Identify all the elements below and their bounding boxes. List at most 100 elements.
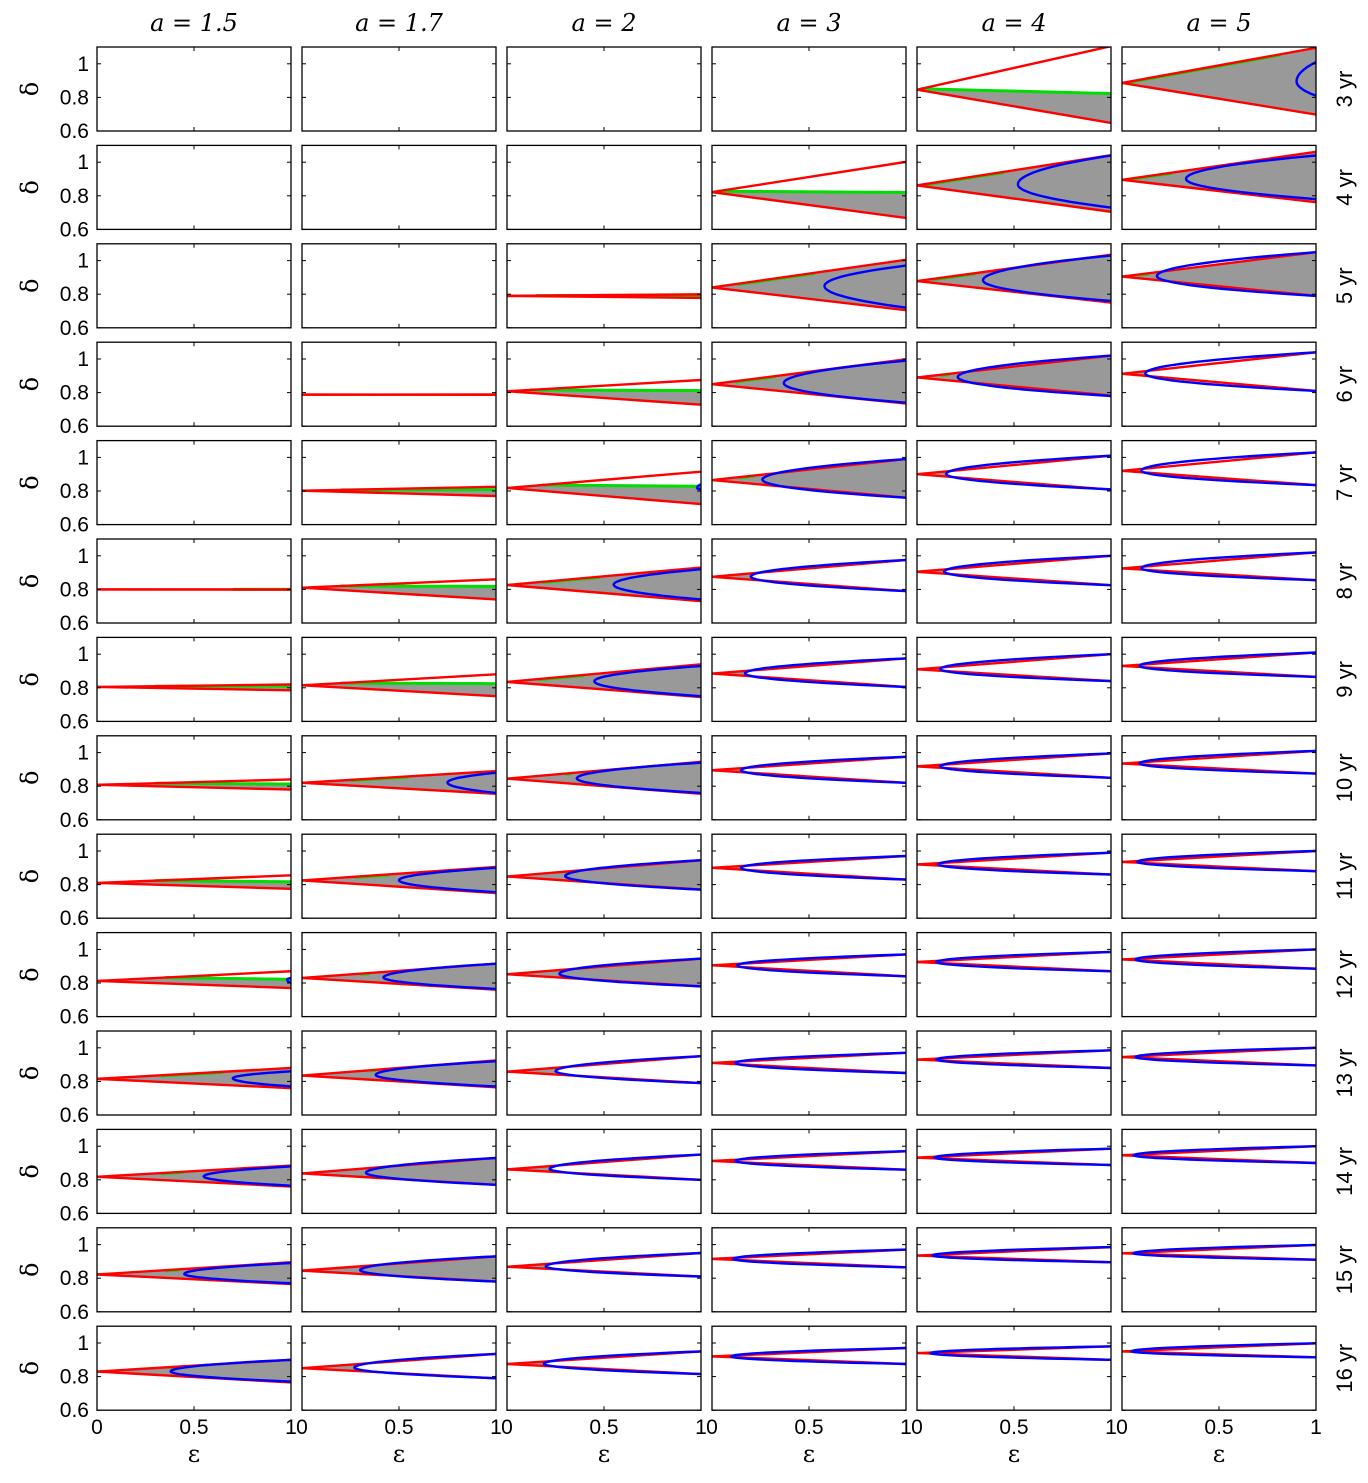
y-tick-label: 0.8 <box>60 972 89 995</box>
lower-boundary <box>917 376 1111 397</box>
plot-area <box>712 755 906 785</box>
blue-curve <box>169 1358 291 1383</box>
blue-curve <box>928 1345 1111 1361</box>
x-axes: 0 0.5 1 ε 0 0.5 1 ε 0 0.5 1 ε 0 0.5 1 ε 0 0.5 1 ε 0 0.5 1 ε <box>91 1416 1322 1468</box>
plot-area <box>712 657 906 689</box>
x-tick-label: 0.5 <box>179 1416 208 1439</box>
plot-area <box>507 1251 701 1278</box>
panel-r4-c2 <box>506 439 702 526</box>
plot-area <box>1122 1145 1316 1165</box>
panel-r9-c5 <box>1121 931 1317 1018</box>
panel-r10-c0 <box>96 1030 292 1116</box>
blue-curve <box>944 454 1111 491</box>
panel-r13-c5 <box>1121 1325 1317 1411</box>
panel-r11-c1 <box>301 1128 497 1215</box>
panel-frame <box>96 735 292 821</box>
upper-boundary <box>302 578 496 589</box>
lower-boundary <box>302 684 496 698</box>
panel-frame <box>916 833 1112 919</box>
panel-r6-c3 <box>711 636 907 723</box>
blue-curve <box>695 483 701 491</box>
plot-area <box>712 953 906 978</box>
blue-curve <box>733 1150 906 1171</box>
panel-r6-c0 <box>96 636 292 723</box>
panel-r6-c1 <box>301 636 497 723</box>
plot-area <box>917 153 1111 213</box>
panel-r9-c3 <box>711 931 907 1018</box>
panel-frame <box>1121 931 1317 1018</box>
y-axis-label: δ <box>16 1263 44 1277</box>
y-tick-label: 0.6 <box>60 1006 89 1029</box>
panel-r1-c5 <box>1121 144 1317 231</box>
row-labels: 3 yr 4 yr 5 yr 6 yr 7 yr 8 yr 9 yr 10 yr 11 yr 12… <box>1332 71 1357 1393</box>
row-label-11: 14 yr <box>1332 1147 1357 1196</box>
green-segment <box>717 189 906 194</box>
plot-area <box>302 1156 496 1187</box>
plot-area <box>302 485 496 498</box>
panel-frame <box>1121 735 1317 821</box>
panel-r2-c0 <box>96 243 292 329</box>
feasible-region <box>97 1359 291 1383</box>
feasible-region <box>507 958 701 987</box>
blue-curve <box>1134 948 1316 970</box>
panel-r2-c4 <box>916 243 1112 329</box>
y-tick-label: 1 <box>77 938 89 961</box>
lower-boundary <box>507 486 701 506</box>
plot-area <box>507 760 701 795</box>
upper-boundary <box>507 470 701 490</box>
plot-area <box>302 962 496 991</box>
upper-boundary <box>1122 251 1316 278</box>
blue-curve <box>554 1055 701 1085</box>
plot-area <box>97 778 291 791</box>
y-tick-label: 0.6 <box>60 514 89 537</box>
y-tick-label: 0.6 <box>60 809 89 832</box>
y-tick-label: 1 <box>77 250 89 273</box>
plot-area <box>917 454 1111 491</box>
plot-area <box>712 854 906 881</box>
y-tick-label: 0.8 <box>60 1366 89 1389</box>
panel-r3-c1 <box>301 341 497 427</box>
blue-curve <box>823 264 906 309</box>
blue-curve <box>358 1255 496 1283</box>
x-tick-label: 0 <box>1116 1416 1128 1439</box>
plot-area <box>917 47 1111 125</box>
blue-curve <box>558 957 701 988</box>
plot-area <box>1122 749 1316 775</box>
y-axis-label: δ <box>16 1066 44 1080</box>
y-tick-label: 1 <box>77 840 89 863</box>
column-title-5: a = 5 <box>1187 9 1252 37</box>
blue-curve <box>548 1153 701 1181</box>
panel-r12-c5 <box>1121 1227 1317 1313</box>
panel-frame <box>301 243 497 329</box>
plot-area <box>507 566 701 603</box>
panel-r1-c4 <box>916 144 1112 231</box>
panel-r4-c0 <box>96 439 292 526</box>
plot-area <box>712 1346 906 1366</box>
y-tick-label: 0.8 <box>60 382 89 405</box>
panel-r8-c2 <box>506 833 702 919</box>
blue-curve <box>739 755 906 784</box>
y-axis-label: δ <box>16 869 44 883</box>
plot-area <box>712 1051 906 1075</box>
upper-boundary <box>507 566 701 587</box>
y-tick-label: 0.6 <box>60 218 89 241</box>
panel-frame <box>1121 833 1317 919</box>
y-tick-label: 0.6 <box>60 1301 89 1324</box>
x-tick-label: 0.5 <box>1204 1416 1233 1439</box>
blue-curve <box>1131 1243 1316 1261</box>
feasible-region <box>1122 252 1316 296</box>
panel-frame <box>711 1227 907 1313</box>
x-tick-label: 0 <box>911 1416 923 1439</box>
panel-r1-c0 <box>96 144 292 231</box>
lower-boundary <box>97 1077 291 1090</box>
x-axis-label: ε <box>1213 1440 1225 1468</box>
plot-area <box>1122 948 1316 970</box>
plot-area <box>917 1147 1111 1167</box>
upper-boundary <box>1122 150 1316 182</box>
y-tick-label: 1 <box>77 1332 89 1355</box>
plot-area <box>1122 451 1316 487</box>
panel-frame <box>96 144 292 231</box>
panel-frame <box>916 1128 1112 1215</box>
plot-area <box>917 1245 1111 1264</box>
